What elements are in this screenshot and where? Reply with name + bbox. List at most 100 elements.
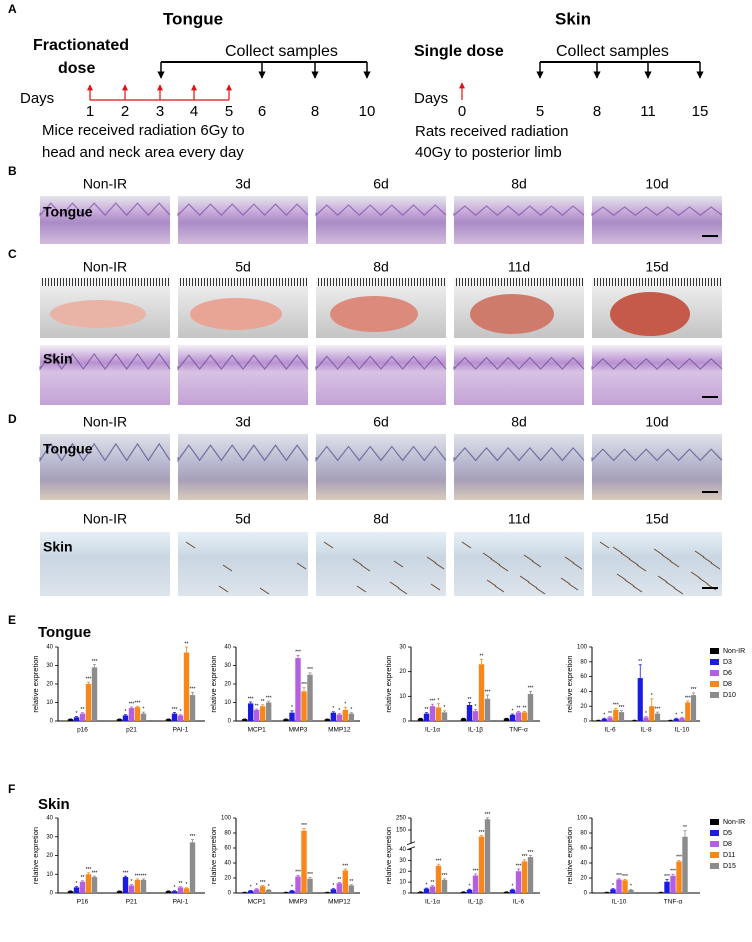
significance: * [186, 882, 188, 888]
significance: ** [349, 879, 353, 885]
day-number: 2 [121, 103, 129, 120]
bar [177, 715, 184, 721]
significance: *** [86, 867, 92, 873]
bar [85, 684, 92, 721]
line [494, 585, 505, 593]
bar [134, 707, 141, 721]
significance: *** [248, 696, 254, 702]
column-label: 10d [645, 414, 668, 430]
bar [527, 693, 534, 721]
bar [241, 719, 248, 721]
significance: * [651, 693, 653, 699]
y-axis-label: relative expretion [31, 827, 40, 884]
legend-swatch [710, 819, 719, 825]
day-number: 3 [156, 103, 164, 120]
bar [667, 720, 674, 721]
line [397, 587, 408, 595]
note: head and neck area every day [42, 144, 244, 161]
significance: *** [485, 689, 491, 695]
bar [183, 888, 190, 893]
tissue-texture [591, 357, 723, 371]
legend-swatch [710, 659, 719, 665]
day-number: 5 [225, 103, 233, 120]
ihc-image [40, 532, 170, 596]
bar [73, 887, 80, 893]
significance: *** [619, 705, 625, 711]
y-tick-label: 10 [46, 872, 53, 878]
bar [509, 714, 516, 721]
legend-swatch [710, 692, 719, 698]
significance: *** [307, 872, 313, 878]
significance: *** [616, 873, 622, 879]
line [389, 581, 400, 589]
bar [183, 652, 190, 721]
tissue-texture [591, 206, 723, 217]
line [702, 556, 713, 564]
y-tick-label: 30 [46, 663, 53, 669]
significance: * [131, 879, 133, 885]
bar [330, 889, 337, 893]
x-tick-label: MMP3 [289, 727, 308, 734]
limb [470, 294, 554, 334]
bar [435, 707, 442, 721]
line [406, 841, 416, 846]
y-tick-label: 40 [46, 645, 53, 651]
x-tick-label: IL-1α [425, 727, 440, 734]
significance: ** [523, 706, 527, 712]
legend-swatch [710, 670, 719, 676]
legend-label: D3 [723, 659, 732, 666]
bar [460, 891, 467, 893]
significance: *** [528, 686, 534, 692]
column-label: Non-IR [83, 259, 127, 275]
significance: * [469, 884, 471, 890]
bar [527, 857, 534, 893]
column-label: 11d [508, 511, 530, 527]
significance: *** [266, 695, 272, 701]
tissue-label: Skin [43, 351, 73, 367]
day-number: 8 [311, 103, 319, 120]
significance: * [438, 698, 440, 704]
column-label: 10d [645, 176, 668, 192]
day-number: 6 [258, 103, 266, 120]
y-tick-label: 250 [396, 816, 407, 822]
bar [91, 667, 98, 721]
bar [682, 836, 688, 893]
significance: * [76, 881, 78, 887]
bar [177, 887, 184, 893]
y-tick-label: 0 [50, 891, 54, 897]
significance: *** [190, 687, 196, 693]
line [710, 562, 721, 570]
significance: * [291, 885, 293, 891]
bar [253, 889, 260, 893]
y-tick-label: 60 [224, 846, 231, 852]
bar [622, 880, 628, 893]
significance: ** [81, 875, 85, 881]
bar [478, 836, 485, 893]
significance: * [512, 884, 514, 890]
bar [342, 870, 349, 893]
y-tick-label: 40 [46, 816, 53, 822]
line [523, 554, 534, 562]
line [393, 560, 404, 568]
histology-image [178, 196, 308, 244]
significance: * [344, 701, 346, 707]
line [434, 562, 445, 570]
tissue-texture [39, 442, 171, 463]
significance: * [291, 705, 293, 711]
significance: ** [468, 697, 472, 703]
y-tick-label: 0 [50, 719, 54, 725]
line [296, 562, 307, 570]
limb [330, 296, 418, 332]
line [636, 564, 647, 572]
significance: *** [141, 873, 147, 879]
significance: *** [479, 830, 485, 836]
histology-image [40, 196, 170, 244]
section-title: Skin [38, 796, 70, 813]
significance: *** [485, 812, 491, 818]
x-tick-label: TNF-α [664, 899, 683, 906]
ruler [178, 278, 308, 286]
significance: * [426, 882, 428, 888]
day-number: 10 [359, 103, 376, 120]
line [568, 583, 579, 591]
legend-swatch [710, 863, 719, 869]
